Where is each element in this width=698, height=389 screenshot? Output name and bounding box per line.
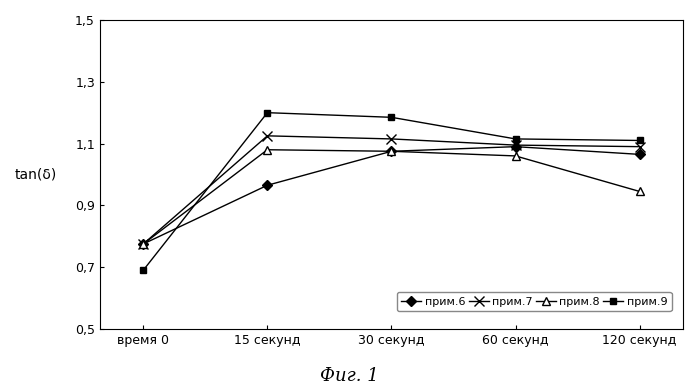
Line: прим.8: прим.8	[139, 145, 644, 248]
прим.7	[512, 143, 520, 147]
Line: прим.7: прим.7	[138, 131, 644, 249]
Text: Фиг. 1: Фиг. 1	[320, 367, 378, 385]
прим.7	[635, 144, 644, 149]
прим.8	[635, 189, 644, 194]
прим.8	[512, 154, 520, 158]
прим.9	[387, 115, 396, 120]
прим.8	[139, 242, 147, 246]
прим.6	[635, 152, 644, 157]
прим.7	[387, 137, 396, 141]
прим.6	[263, 183, 272, 187]
прим.9	[635, 138, 644, 143]
Line: прим.6: прим.6	[140, 143, 643, 247]
прим.8	[263, 147, 272, 152]
прим.7	[139, 242, 147, 246]
прим.9	[512, 137, 520, 141]
прим.9	[263, 110, 272, 115]
прим.7	[263, 133, 272, 138]
Legend: прим.6, прим.7, прим.8, прим.9: прим.6, прим.7, прим.8, прим.9	[397, 292, 671, 311]
прим.6	[512, 144, 520, 149]
прим.6	[139, 242, 147, 246]
Y-axis label: tan(δ): tan(δ)	[15, 167, 57, 181]
прим.6	[387, 149, 396, 154]
прим.8	[387, 149, 396, 154]
прим.9	[139, 268, 147, 273]
Line: прим.9: прим.9	[140, 109, 643, 274]
